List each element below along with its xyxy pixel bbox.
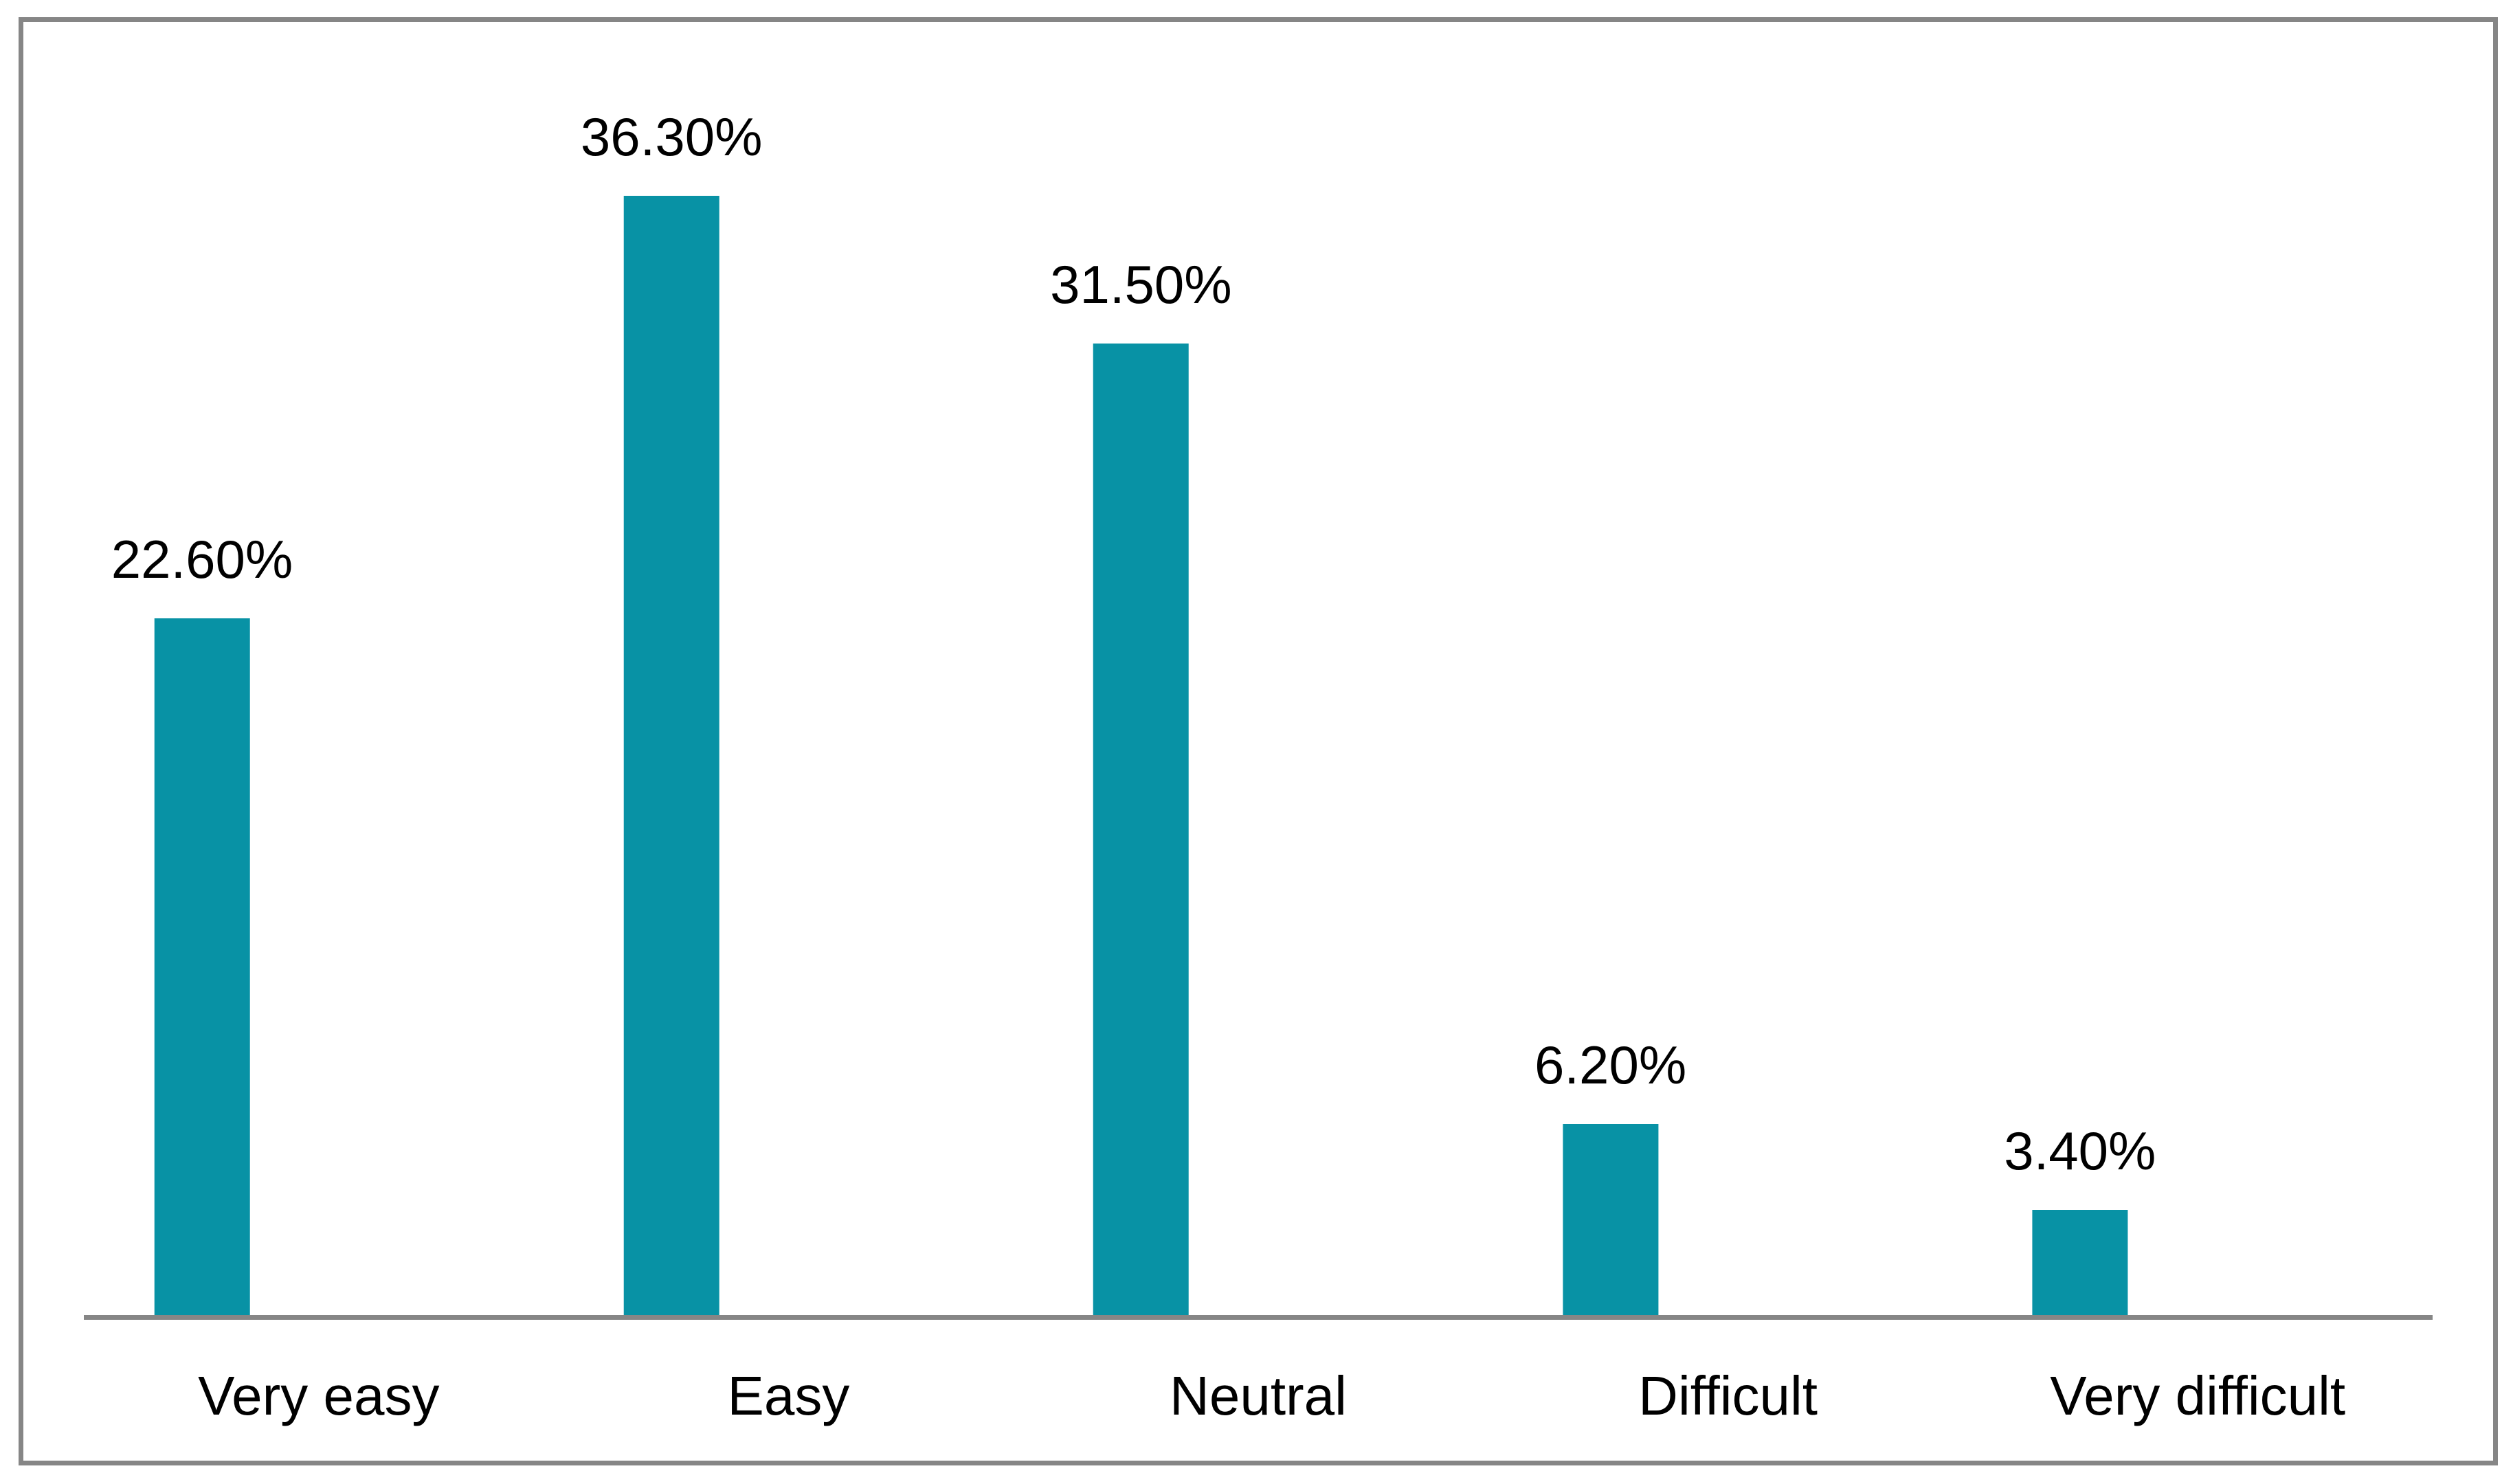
bar-group-very-easy: 22.60% [111, 530, 293, 1315]
data-label-very-difficult: 3.40% [2004, 1121, 2156, 1182]
x-axis-label-very-easy: Very easy [198, 1365, 440, 1426]
bar-very-difficult [2032, 1210, 2128, 1315]
data-label-difficult: 6.20% [1534, 1035, 1687, 1096]
data-label-easy: 36.30% [580, 106, 763, 168]
data-label-very-easy: 22.60% [111, 529, 293, 590]
bar-difficult [1563, 1124, 1659, 1315]
bar-very-easy [154, 618, 250, 1315]
bar-easy [623, 196, 719, 1315]
x-axis-label-easy: Easy [727, 1365, 850, 1426]
bar-neutral [1093, 344, 1189, 1315]
bar-group-easy: 36.30% [580, 106, 763, 1315]
data-label-neutral: 31.50% [1050, 254, 1232, 315]
x-axis-label-neutral: Neutral [1170, 1365, 1347, 1426]
x-axis-label-difficult: Difficult [1638, 1365, 1818, 1426]
bar-group-very-difficult: 3.40% [2004, 1121, 2156, 1315]
bar-group-difficult: 6.20% [1534, 1035, 1687, 1315]
chart-border-frame [19, 17, 2498, 1465]
x-axis-line [84, 1315, 2433, 1320]
x-axis-label-very-difficult: Very difficult [2050, 1365, 2346, 1426]
bar-group-neutral: 31.50% [1050, 254, 1232, 1315]
